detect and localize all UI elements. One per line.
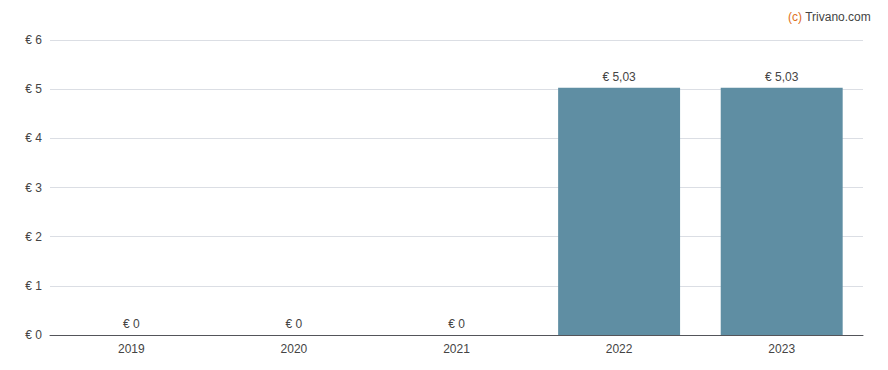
svg-text:Trivano.com: Trivano.com <box>802 10 871 24</box>
svg-text:€ 5,03: € 5,03 <box>765 70 799 84</box>
svg-text:€ 0: € 0 <box>25 328 42 342</box>
svg-text:€ 1: € 1 <box>25 279 42 293</box>
svg-text:€ 3: € 3 <box>25 181 42 195</box>
svg-text:€ 4: € 4 <box>25 131 42 145</box>
svg-text:€ 0: € 0 <box>286 317 303 331</box>
svg-text:€ 5: € 5 <box>25 82 42 96</box>
svg-text:€ 0: € 0 <box>123 317 140 331</box>
svg-text:(c): (c) <box>788 10 802 24</box>
svg-text:2023: 2023 <box>768 342 795 356</box>
svg-text:€ 5,03: € 5,03 <box>602 70 636 84</box>
svg-text:2020: 2020 <box>281 342 308 356</box>
svg-text:€ 6: € 6 <box>25 33 42 47</box>
svg-text:2021: 2021 <box>443 342 470 356</box>
svg-text:2022: 2022 <box>606 342 633 356</box>
svg-text:€ 0: € 0 <box>448 317 465 331</box>
svg-text:€ 2: € 2 <box>25 230 42 244</box>
svg-text:2019: 2019 <box>118 342 145 356</box>
